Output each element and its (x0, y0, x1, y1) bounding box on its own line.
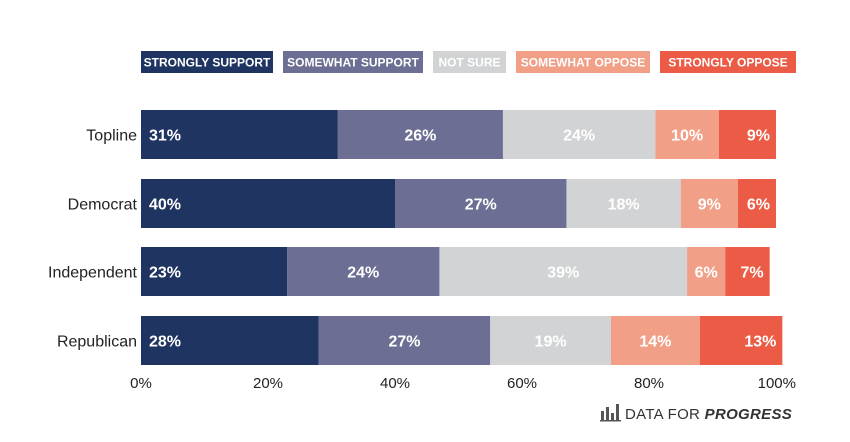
bar-segment-0-2 (502, 110, 656, 159)
bar-labels: 31% 26% 24% 10% 9% 40% 27% 18% 9% 6% 23% 24% 39% 6% 7%… (149, 128, 776, 351)
bar-label-2-0: 23% (149, 265, 181, 282)
bar-segment-1-3 (680, 179, 738, 228)
bar-label-1-2: 18% (608, 197, 640, 214)
legend-swatch-0 (141, 51, 273, 73)
bar-chart-icon (600, 404, 621, 422)
bar-segment-3-3 (610, 316, 700, 365)
bar-label-3-0: 28% (149, 334, 181, 351)
x-tick-label-3: 60% (507, 375, 537, 392)
bar-segment-0-1 (337, 110, 503, 159)
bar-segment-1-4 (737, 179, 776, 228)
bar-label-0-1: 26% (404, 128, 436, 145)
bar-label-0-2: 24% (563, 128, 595, 145)
bar-label-2-4: 7% (741, 265, 764, 282)
x-tick-label-0: 0% (130, 375, 152, 392)
bar-label-3-4: 13% (744, 334, 776, 351)
legend-swatch-4 (660, 51, 796, 73)
bar-label-0-0: 31% (149, 128, 181, 145)
bar-label-1-0: 40% (149, 197, 181, 214)
bar-segment-2-4 (725, 247, 770, 296)
bars (141, 110, 783, 365)
legend-label-4: STRONGLY OPPOSE (668, 56, 787, 70)
legend-label-1: SOMEWHAT SUPPORT (287, 56, 419, 70)
bar-segment-3-1 (318, 316, 491, 365)
bar-label-3-2: 19% (535, 334, 567, 351)
bar-segment-0-4 (718, 110, 776, 159)
bar-segment-1-0 (141, 179, 395, 228)
category-label-1: Democrat (68, 197, 138, 214)
brand-logo-text: DATA FOR PROGRESS (625, 406, 792, 423)
bar-label-2-2: 39% (547, 265, 579, 282)
bar-segment-0-3 (655, 110, 719, 159)
bar-segment-2-3 (687, 247, 726, 296)
category-labels: Topline Democrat Independent Republican (48, 128, 138, 351)
bar-segment-3-2 (490, 316, 611, 365)
category-label-3: Republican (57, 334, 137, 351)
x-axis: 0% 20% 40% 60% 80% 100% (130, 375, 796, 392)
bar-label-2-3: 6% (695, 265, 718, 282)
bar-label-1-3: 9% (698, 197, 721, 214)
category-label-2: Independent (48, 265, 138, 282)
bar-segment-2-0 (141, 247, 288, 296)
bar-label-0-4: 9% (747, 128, 770, 145)
legend-swatch-3 (516, 51, 650, 73)
branding: DATA FOR PROGRESS (600, 404, 792, 423)
legend-label-3: SOMEWHAT OPPOSE (521, 56, 645, 70)
x-tick-label-4: 80% (634, 375, 664, 392)
bar-segment-3-0 (141, 316, 319, 365)
bar-segment-0-0 (141, 110, 338, 159)
legend-label-0: STRONGLY SUPPORT (144, 56, 271, 70)
brand-bold: PROGRESS (705, 406, 792, 423)
x-tick-label-1: 20% (253, 375, 283, 392)
bar-label-2-1: 24% (347, 265, 379, 282)
brand-regular: DATA FOR (625, 406, 700, 423)
bar-segment-3-4 (699, 316, 783, 365)
legend-swatch-1 (283, 51, 423, 73)
bar-label-0-3: 10% (671, 128, 703, 145)
bar-segment-1-2 (566, 179, 681, 228)
legend: STRONGLY SUPPORT SOMEWHAT SUPPORT NOT SURE… (141, 51, 796, 73)
x-tick-label-2: 40% (380, 375, 410, 392)
category-label-0: Topline (86, 128, 137, 145)
x-tick-label-5: 100% (758, 375, 796, 392)
bar-label-1-4: 6% (747, 197, 770, 214)
legend-swatch-2 (433, 51, 506, 73)
bar-segment-2-1 (287, 247, 440, 296)
bar-label-3-3: 14% (639, 334, 671, 351)
legend-label-2: NOT SURE (438, 56, 500, 70)
bar-label-3-1: 27% (389, 334, 421, 351)
bar-segment-2-2 (439, 247, 688, 296)
bar-segment-1-1 (395, 179, 567, 228)
bar-label-1-1: 27% (465, 197, 497, 214)
